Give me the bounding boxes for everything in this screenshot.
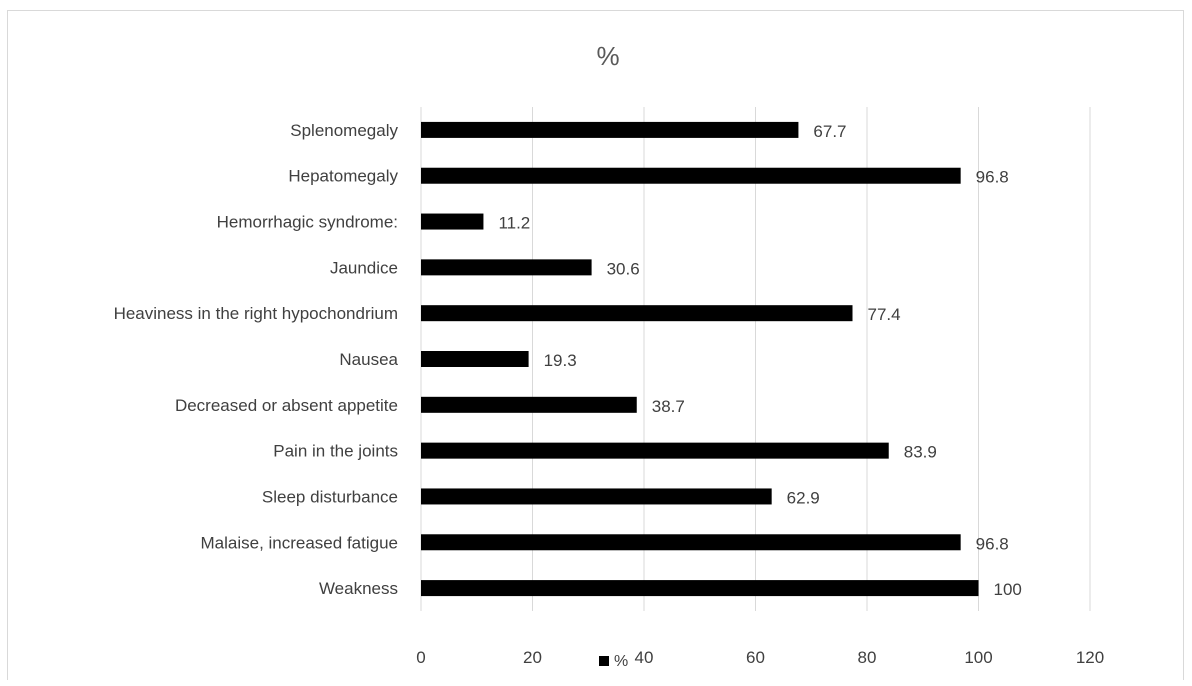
bar [421,351,529,367]
bar [421,488,772,505]
data-label: 67.7 [813,122,846,141]
category-label: Hemorrhagic syndrome: [217,213,398,232]
category-label: Decreased or absent appetite [175,396,398,415]
category-label: Heaviness in the right hypochondrium [114,304,398,323]
chart-frame: % Splenomegaly Hepatomegaly Hemorrhagic sy… [7,10,1184,680]
x-tick-label: 100 [964,648,992,667]
x-tick-label: 60 [746,648,765,667]
category-label: Malaise, increased fatigue [200,533,398,552]
bar [421,442,889,459]
category-label: Jaundice [330,258,398,277]
legend-label: % [614,653,628,670]
x-tick-label: 120 [1076,648,1104,667]
data-label: 96.8 [976,168,1009,187]
data-label: 30.6 [607,259,640,278]
data-label: 96.8 [976,534,1009,553]
data-label: 100 [994,580,1022,599]
bar [421,580,979,597]
legend: % [599,653,628,670]
x-axis-tick-labels: 0 20 40 60 80 100 120 [416,648,1104,667]
legend-swatch [599,656,609,666]
data-label: 19.3 [544,351,577,370]
gridlines [420,107,1091,611]
bar [421,259,592,276]
data-labels: 67.7 96.8 11.2 30.6 77.4 19.3 38.7 83.9 62.9 96.8… [498,122,1021,599]
category-label: Sleep disturbance [262,487,398,506]
bar [421,167,961,184]
x-tick-label: 20 [523,648,542,667]
bar-chart: % Splenomegaly Hepatomegaly Hemorrhagic sy… [114,41,1105,670]
x-tick-label: 0 [416,648,425,667]
category-label: Pain in the joints [273,442,398,461]
category-label: Hepatomegaly [288,167,398,186]
x-tick-label: 40 [635,648,654,667]
chart-title: % [596,41,619,71]
bar [421,305,853,322]
bar [421,534,961,551]
data-label: 11.2 [498,214,530,233]
data-label: 77.4 [868,305,901,324]
x-tick-label: 80 [858,648,877,667]
data-label: 83.9 [904,443,937,462]
category-labels: Splenomegaly Hepatomegaly Hemorrhagic synd… [114,121,399,598]
bar [421,396,637,413]
category-label: Weakness [319,579,398,598]
category-label: Nausea [339,350,398,369]
bars [421,121,979,597]
data-label: 38.7 [652,397,685,416]
category-label: Splenomegaly [290,121,398,140]
bar [421,121,799,138]
data-label: 62.9 [787,488,820,507]
bar [421,213,484,230]
